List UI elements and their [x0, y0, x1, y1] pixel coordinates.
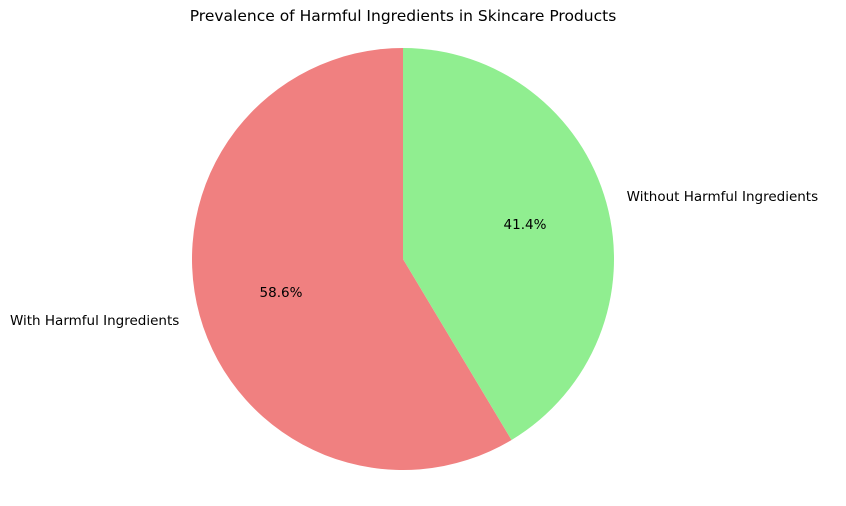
chart-title: Prevalence of Harmful Ingredients in Ski…	[190, 7, 617, 25]
pie-labels: With Harmful Ingredients 58.6% Without Har…	[10, 189, 818, 329]
slice-category-label-2: Without Harmful Ingredients	[627, 189, 818, 205]
slice-percent-label-1: 58.6%	[260, 285, 303, 301]
pie-slices	[192, 48, 615, 470]
slice-category-label-1: With Harmful Ingredients	[10, 313, 179, 329]
pie-slice-2	[403, 48, 615, 440]
pie-slice-1	[192, 48, 512, 470]
slice-percent-label-2: 41.4%	[504, 217, 547, 233]
